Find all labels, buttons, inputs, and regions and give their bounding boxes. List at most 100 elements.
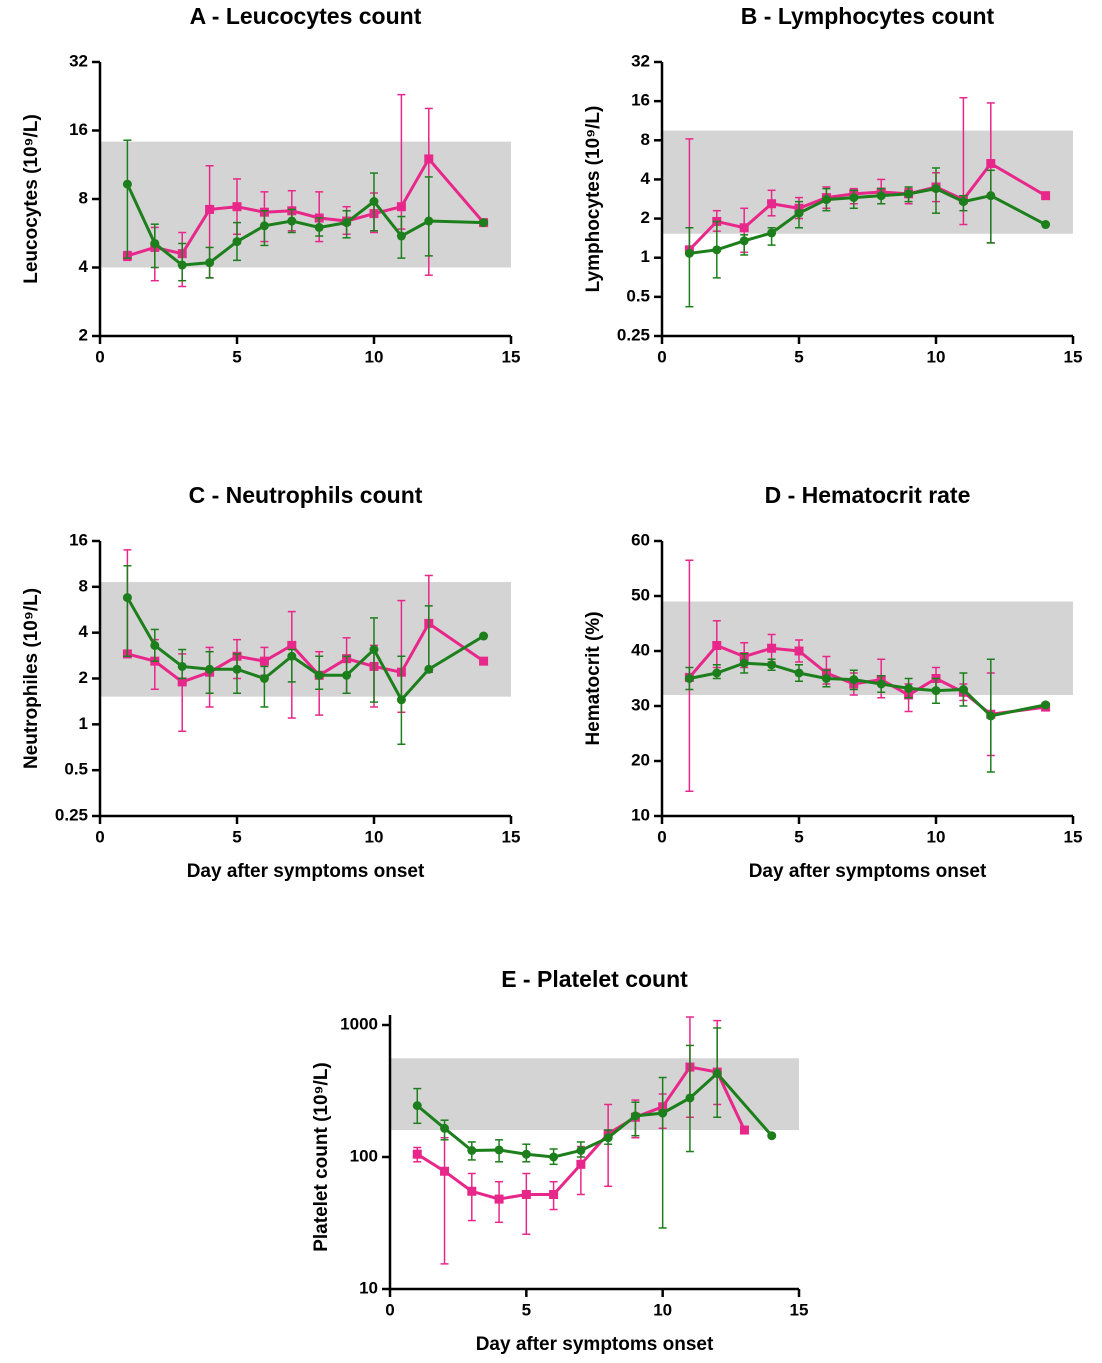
marker — [424, 154, 434, 164]
y-axis-label: Leucocytes (10⁹/L) — [21, 114, 42, 284]
marker — [1041, 700, 1051, 710]
marker — [767, 660, 777, 670]
chart-title: D - Hematocrit rate — [765, 482, 971, 508]
marker — [396, 231, 406, 241]
y-tick-label: 0.25 — [55, 805, 88, 824]
x-tick-label: 5 — [232, 827, 241, 846]
error-bar — [370, 617, 378, 703]
marker — [876, 679, 886, 689]
marker — [630, 1111, 640, 1121]
marker — [821, 674, 831, 683]
marker — [849, 193, 859, 203]
y-tick-label: 16 — [69, 530, 88, 549]
y-tick-label: 40 — [631, 640, 650, 659]
y-tick-label: 8 — [641, 130, 650, 149]
y-tick-label: 2 — [641, 208, 650, 227]
marker — [521, 1189, 531, 1199]
reference-band — [100, 141, 511, 268]
marker — [424, 216, 434, 226]
marker — [369, 197, 379, 207]
x-axis-label: Day after symptoms onset — [749, 861, 987, 882]
marker — [904, 683, 914, 693]
reference-band — [662, 130, 1073, 234]
marker — [314, 222, 324, 232]
y-tick-label: 100 — [350, 1146, 378, 1165]
y-tick-label: 0.5 — [64, 760, 88, 779]
error-bar — [123, 139, 132, 259]
marker — [424, 664, 434, 674]
y-tick-label: 2 — [79, 668, 88, 687]
x-tick-label: 10 — [927, 347, 946, 366]
marker — [467, 1186, 477, 1196]
marker — [396, 695, 406, 705]
marker — [549, 1189, 559, 1199]
marker — [342, 218, 352, 228]
y-tick-label: 16 — [631, 91, 650, 110]
reference-band — [662, 601, 1073, 695]
marker — [1041, 220, 1051, 230]
marker — [576, 1146, 586, 1156]
x-tick-label: 0 — [95, 827, 104, 846]
marker — [767, 199, 777, 209]
marker — [794, 208, 804, 218]
x-tick-label: 10 — [365, 827, 384, 846]
marker — [821, 195, 831, 205]
x-tick-label: 15 — [1064, 827, 1083, 846]
chart-title: E - Platelet count — [501, 966, 688, 992]
y-tick-label: 32 — [631, 51, 650, 70]
x-tick-label: 0 — [657, 347, 666, 366]
marker — [396, 202, 406, 212]
marker — [259, 656, 269, 666]
marker — [467, 1146, 477, 1156]
reference-band — [100, 582, 511, 697]
x-tick-label: 10 — [653, 1300, 672, 1319]
marker — [684, 674, 694, 683]
y-tick-label: 1 — [641, 247, 650, 266]
y-tick-label: 8 — [79, 576, 88, 595]
x-axis-label: Day after symptoms onset — [187, 861, 425, 882]
marker — [767, 643, 777, 653]
y-tick-label: 4 — [641, 169, 651, 188]
error-bar — [260, 665, 269, 708]
marker — [986, 159, 996, 169]
y-tick-label: 4 — [79, 622, 89, 641]
marker — [150, 238, 160, 248]
marker — [205, 204, 215, 214]
marker — [767, 1131, 777, 1141]
y-tick-label: 30 — [631, 695, 650, 714]
error-bar — [467, 1172, 476, 1222]
marker — [739, 658, 749, 668]
y-tick-label: 10 — [359, 1278, 378, 1297]
marker — [739, 1125, 749, 1135]
marker — [412, 1101, 422, 1111]
marker — [712, 641, 722, 650]
marker — [494, 1145, 504, 1155]
error-bar — [604, 1103, 613, 1188]
marker — [232, 237, 242, 247]
x-tick-label: 5 — [522, 1300, 531, 1319]
error-bar — [440, 1136, 449, 1265]
x-tick-label: 15 — [790, 1300, 809, 1319]
marker — [440, 1123, 450, 1133]
y-axis-label: Hematocrit (%) — [583, 611, 604, 745]
y-tick-label: 20 — [631, 750, 650, 769]
marker — [177, 677, 187, 687]
y-tick-label: 2 — [79, 325, 88, 344]
marker — [479, 631, 489, 641]
marker — [479, 656, 489, 666]
y-tick-label: 1000 — [340, 1014, 378, 1033]
marker — [739, 236, 749, 246]
marker — [232, 202, 242, 212]
marker — [122, 593, 132, 603]
y-tick-label: 0.25 — [617, 325, 650, 344]
marker — [931, 686, 941, 696]
marker — [739, 223, 749, 233]
x-axis-label: Day after symptoms onset — [476, 1334, 714, 1355]
marker — [986, 191, 996, 201]
marker — [684, 248, 694, 258]
marker — [150, 640, 160, 650]
marker — [958, 197, 968, 207]
marker — [685, 1093, 695, 1103]
error-bar — [424, 176, 433, 257]
